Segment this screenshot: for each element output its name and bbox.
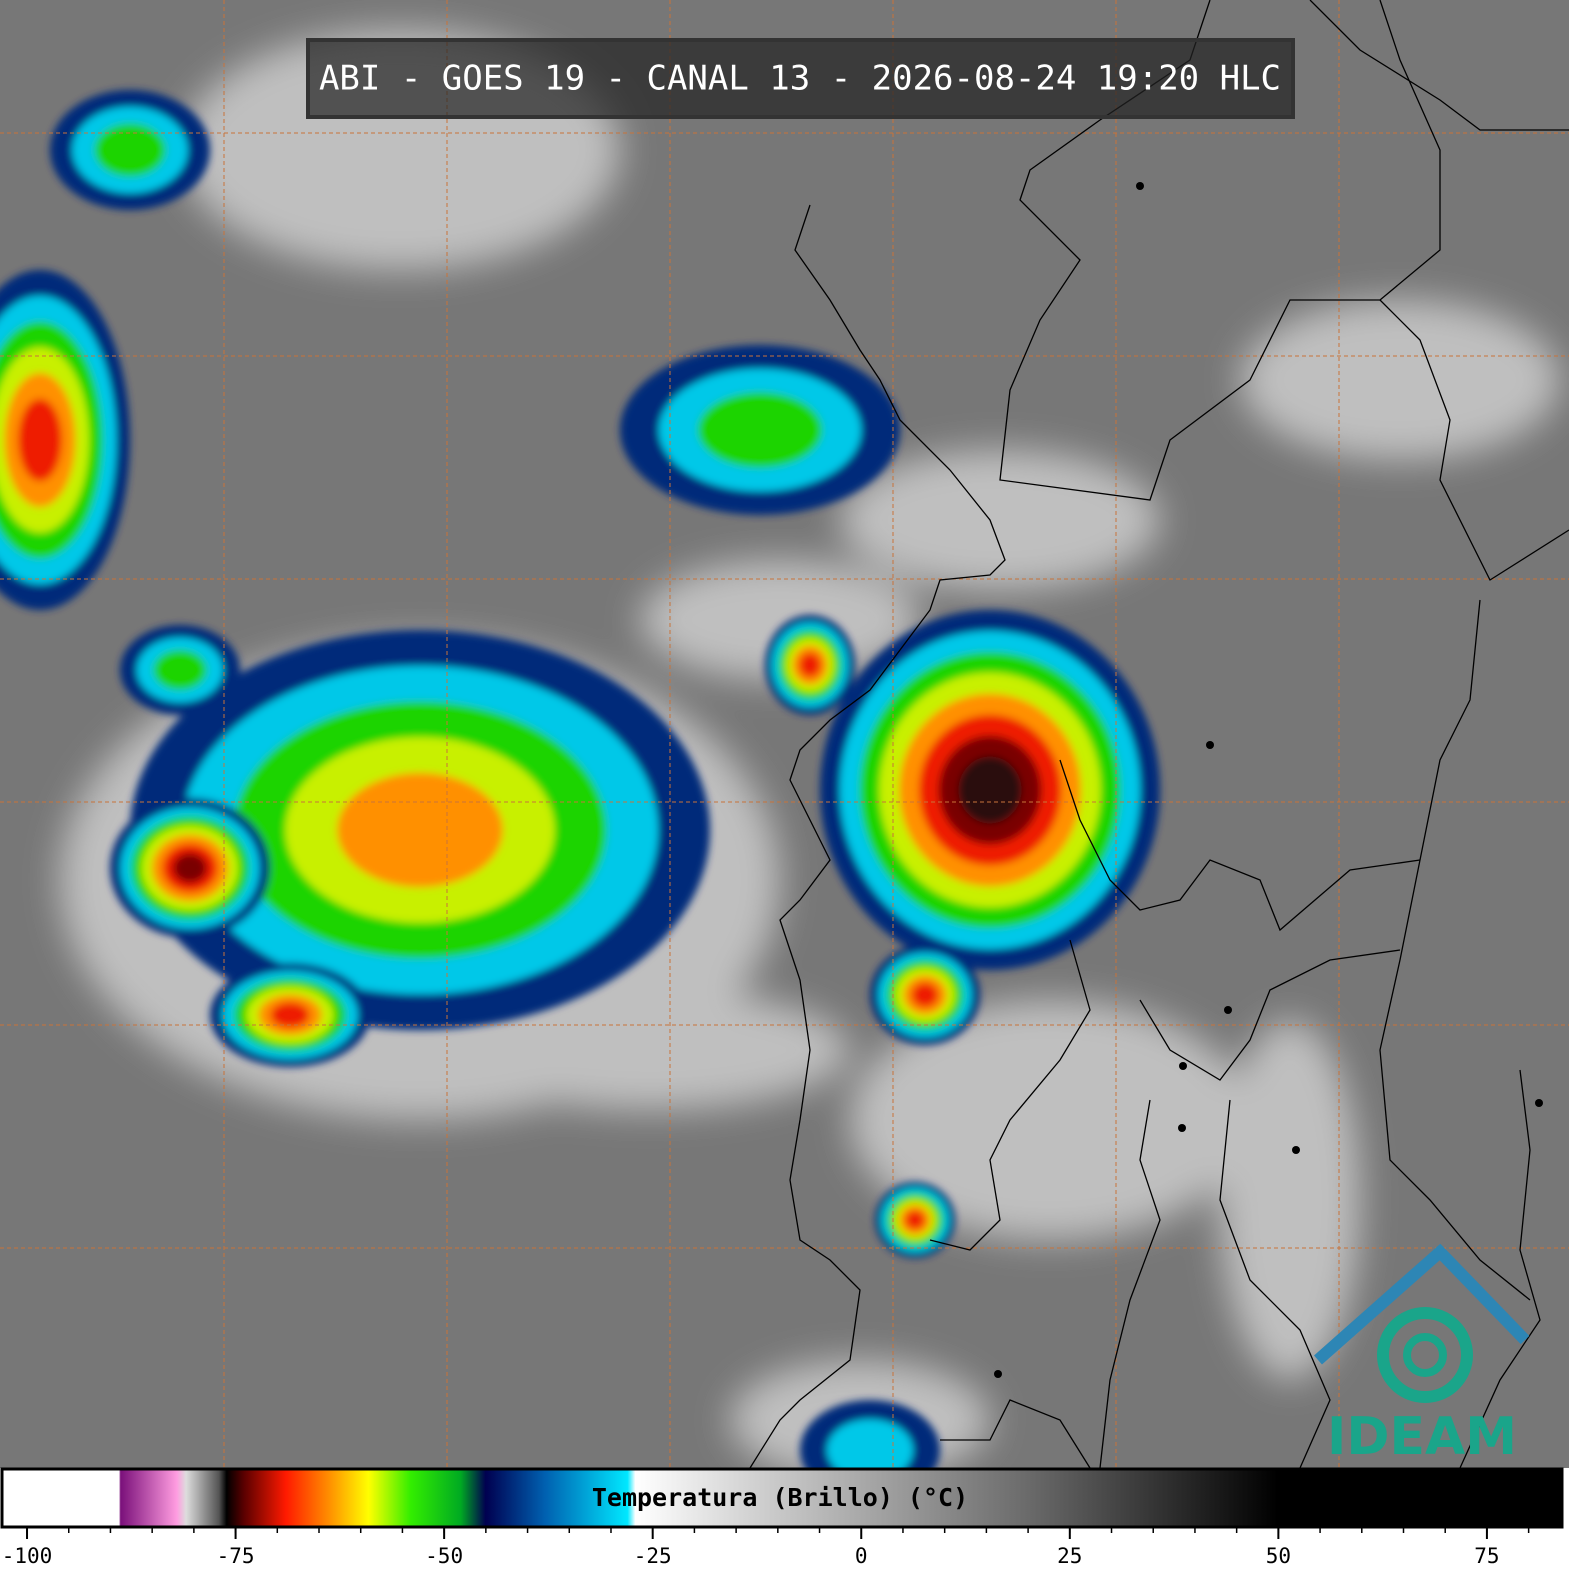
tick-label: -25 <box>634 1544 672 1568</box>
grid <box>0 0 1569 1468</box>
storm-layer <box>173 853 207 883</box>
storm-layer <box>18 398 62 482</box>
tick-label: 75 <box>1474 1544 1499 1568</box>
tick-label: 0 <box>855 1544 868 1568</box>
tick-label: -100 <box>2 1544 53 1568</box>
storm-cells <box>0 90 1160 1500</box>
title: ABI - GOES 19 - CANAL 13 - 2026-08-24 19… <box>319 59 1281 99</box>
storm-layer <box>270 1002 310 1028</box>
borders <box>749 0 1569 1469</box>
colorbar <box>0 1467 1564 1529</box>
storm-layer <box>337 772 503 888</box>
title-box <box>306 38 1295 119</box>
storm-layer <box>958 756 1022 824</box>
storm-layer <box>94 123 166 177</box>
ideam-logo: IDEAM <box>1314 1243 1530 1467</box>
tick-label: 25 <box>1057 1544 1082 1568</box>
colorbar-axis: -100 -75 -50 -25 0 25 50 75 <box>2 1527 1530 1568</box>
storm-layer <box>153 650 207 690</box>
tick-label: 50 <box>1266 1544 1291 1568</box>
storm-layer <box>826 1419 914 1481</box>
logo-text: IDEAM <box>1327 1407 1517 1467</box>
storm-layer <box>911 982 939 1008</box>
tick-label: -50 <box>425 1544 463 1568</box>
storm-layer <box>799 652 821 678</box>
storm-layer <box>905 1210 925 1230</box>
colorbar-label: Temperatura (Brillo) (°C) <box>592 1483 968 1512</box>
tick-label: -75 <box>217 1544 255 1568</box>
storm-layer <box>697 392 823 468</box>
city-markers <box>994 182 1543 1378</box>
